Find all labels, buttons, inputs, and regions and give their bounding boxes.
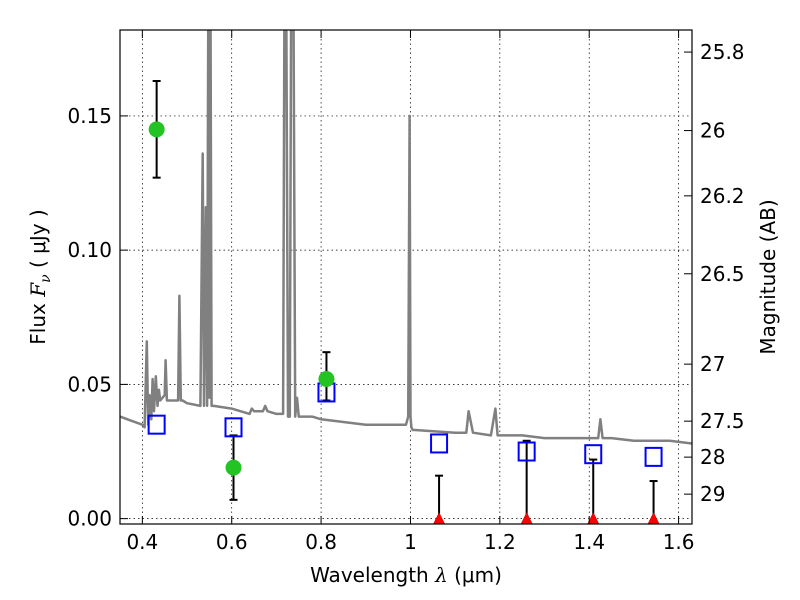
grid-lines	[120, 30, 692, 524]
y2-tick-label: 29	[700, 482, 725, 506]
axis-tick-labels: 0.4 0.6 0.8 1 1.2 1.4 1.6 0.00 0.05 0.10 0.15 25.8 2…	[67, 40, 744, 554]
detection-point	[148, 121, 165, 138]
x-tick-label: 1.4	[573, 530, 605, 554]
y-axis-title: Flux Fν ( μJy )	[26, 209, 54, 344]
upper-limit-marker	[520, 512, 533, 524]
model-photometry-square	[584, 444, 603, 465]
upper-limit-points	[433, 512, 660, 524]
x-tick-label: 1	[404, 530, 417, 554]
y2-axis-title: Magnitude (AB)	[756, 199, 780, 354]
upper-limit-marker	[433, 512, 446, 524]
x-tick-label: 0.8	[305, 530, 337, 554]
sed-model-line	[120, 30, 692, 445]
axis-ticks	[120, 30, 692, 524]
upper-limit-marker	[647, 512, 660, 524]
x-tick-label: 0.4	[126, 530, 158, 554]
model-photometry-points	[147, 382, 663, 467]
model-photometry-square	[430, 433, 449, 454]
detection-points	[148, 121, 335, 476]
x-axis-title: Wavelength λ (μm)	[310, 563, 502, 587]
plot-area	[120, 30, 692, 524]
detection-point	[318, 371, 335, 388]
x-tick-label: 0.6	[216, 530, 248, 554]
y2-tick-label: 26	[700, 119, 725, 143]
y2-tick-label: 28	[700, 445, 725, 469]
plot-background	[120, 30, 692, 524]
model-photometry-square	[644, 446, 663, 467]
y-tick-label: 0.05	[67, 372, 112, 396]
detection-point	[225, 459, 242, 476]
y-tick-label: 0.00	[67, 507, 112, 531]
y2-tick-label: 26.5	[700, 262, 745, 286]
plot-frame	[119, 29, 693, 525]
model-photometry-square	[224, 417, 243, 438]
x-tick-label: 1.2	[484, 530, 516, 554]
model-photometry-square	[517, 441, 536, 462]
y2-tick-label: 27	[700, 352, 725, 376]
upper-limit-marker	[587, 512, 600, 524]
y-tick-label: 0.15	[67, 104, 112, 128]
model-photometry-square	[147, 414, 166, 435]
y-tick-label: 0.10	[67, 238, 112, 262]
x-tick-label: 1.6	[663, 530, 695, 554]
y2-tick-label: 25.8	[700, 40, 745, 64]
y2-tick-label: 26.2	[700, 184, 745, 208]
y2-tick-label: 27.5	[700, 409, 745, 433]
